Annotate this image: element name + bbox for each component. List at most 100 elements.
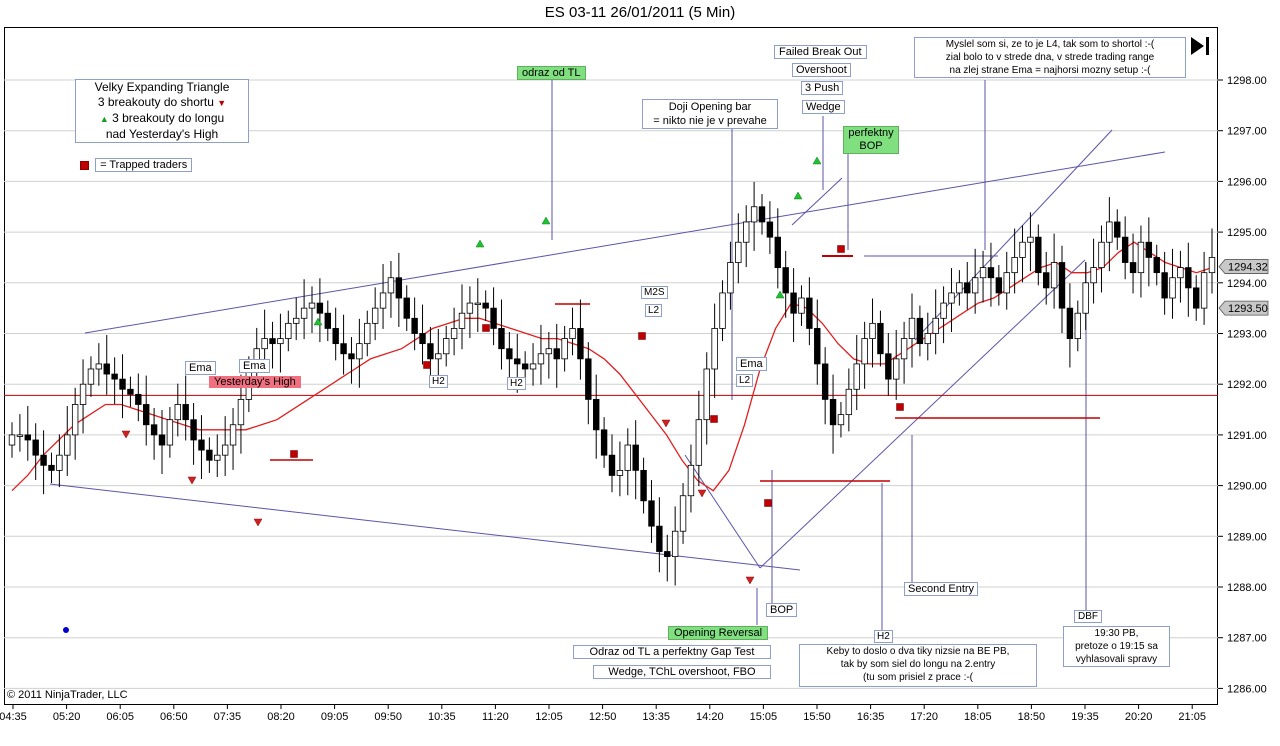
- candle-down: [348, 353, 355, 360]
- candle-down: [332, 328, 339, 345]
- annot-doji: Doji Opening bar = nikto nie je v prevah…: [642, 99, 778, 129]
- x-tick-label: 07:35: [214, 711, 242, 723]
- candle-up: [79, 383, 87, 405]
- candle-up: [624, 444, 631, 471]
- candle-down: [135, 393, 142, 405]
- candle-up: [237, 399, 245, 426]
- x-tick-label: 05:20: [53, 711, 81, 723]
- candle-down: [790, 292, 797, 314]
- annot-overshoot: Overshoot: [792, 63, 851, 77]
- candle-down: [198, 439, 205, 451]
- candle-down: [821, 363, 829, 400]
- candle-up: [561, 338, 568, 360]
- candle-down: [32, 439, 39, 456]
- candle-up: [174, 404, 181, 421]
- candle-up: [356, 343, 363, 360]
- x-tick-label: 18:05: [964, 711, 992, 723]
- candle-up: [845, 388, 853, 416]
- candle-up: [71, 404, 79, 436]
- buy-signal-marker: [313, 317, 323, 326]
- candle-down: [490, 307, 497, 329]
- candle-down: [48, 464, 55, 471]
- candle-up: [450, 328, 458, 339]
- trapped-trader-marker: [764, 499, 772, 507]
- candle-up: [443, 338, 450, 355]
- annot-wedge: Wedge: [802, 100, 845, 114]
- candle-down: [324, 312, 331, 329]
- candle-down: [995, 277, 1003, 294]
- annot-h2-2: H2: [507, 377, 526, 390]
- candle-up: [166, 419, 174, 446]
- candle-up: [750, 206, 758, 223]
- trapped-trader-marker: [482, 324, 490, 332]
- x-tick-label: 21:05: [1178, 711, 1206, 723]
- scroll-to-end-icon[interactable]: [1188, 34, 1212, 58]
- x-tick-label: 12:50: [589, 711, 617, 723]
- candle-down: [916, 317, 924, 345]
- candle-up: [900, 338, 908, 360]
- trapped-trader-marker: [896, 403, 904, 411]
- candle-down: [521, 363, 529, 370]
- candle-down: [1193, 287, 1200, 309]
- annot-triangle: Velky Expanding Triangle 3 breakouty do …: [75, 79, 249, 143]
- triangle-long: ▲ 3 breakouty do longu: [99, 111, 225, 125]
- annot-second-entry: Second Entry: [904, 582, 979, 596]
- candle-up: [1137, 241, 1145, 274]
- candle-up: [979, 267, 987, 279]
- price-label: 1293.50: [1228, 303, 1268, 315]
- candle-up: [679, 495, 687, 532]
- chart-title: ES 03-11 26/01/2011 (5 Min): [544, 4, 736, 21]
- x-tick-label: 11:20: [482, 711, 509, 723]
- chart-frame[interactable]: [4, 27, 1218, 705]
- candle-down: [206, 449, 213, 461]
- trapped-label: = Trapped traders: [95, 158, 193, 172]
- candle-up: [1003, 272, 1010, 294]
- x-tick-label: 14:20: [696, 711, 724, 723]
- y-tick-label: 1289.00: [1227, 531, 1267, 543]
- annot-opening-reversal: Opening Reversal: [668, 626, 769, 640]
- candle-up: [1208, 257, 1216, 274]
- x-tick-label: 06:05: [106, 711, 134, 723]
- sell-signal-marker: [697, 489, 707, 498]
- candle-up: [861, 338, 868, 365]
- candle-up: [87, 368, 95, 385]
- candle-up: [1082, 282, 1089, 314]
- candle-down: [411, 317, 418, 334]
- candle-up: [545, 348, 553, 355]
- trapped-trader-marker: [423, 361, 431, 369]
- x-tick-label: 15:05: [750, 711, 778, 723]
- candle-up: [869, 322, 876, 339]
- candle-up: [229, 424, 237, 446]
- candle-down: [640, 469, 647, 502]
- candle-up: [221, 444, 229, 456]
- rising-channel-lower: [759, 259, 1086, 569]
- candle-up: [940, 302, 947, 319]
- candle-up: [1177, 267, 1184, 279]
- candle-up: [1106, 221, 1113, 243]
- candle-down: [600, 429, 608, 456]
- y-tick-label: 1297.00: [1227, 126, 1267, 138]
- candle-down: [269, 338, 276, 345]
- candle-down: [964, 282, 971, 294]
- annot-h2-1: H2: [429, 375, 448, 388]
- buy-signal-marker: [541, 216, 551, 225]
- candle-up: [1050, 262, 1058, 289]
- trapped-trader-marker: [710, 415, 718, 423]
- sell-signal-marker: [661, 419, 671, 428]
- candle-up: [1090, 267, 1097, 284]
- candle-down: [403, 297, 410, 319]
- sell-signal-marker: [187, 476, 197, 485]
- candle-up: [798, 297, 805, 314]
- candle-down: [119, 378, 126, 390]
- x-tick-label: 15:50: [803, 711, 831, 723]
- trapped-legend: = Trapped traders: [80, 158, 193, 172]
- candle-down: [593, 399, 600, 431]
- candle-up: [293, 317, 300, 324]
- candle-down: [1035, 236, 1042, 274]
- candles: [8, 181, 1216, 586]
- candle-down: [24, 434, 31, 441]
- candle-down: [1145, 241, 1153, 258]
- candle-up: [853, 363, 860, 390]
- trapped-trader-marker: [837, 245, 845, 253]
